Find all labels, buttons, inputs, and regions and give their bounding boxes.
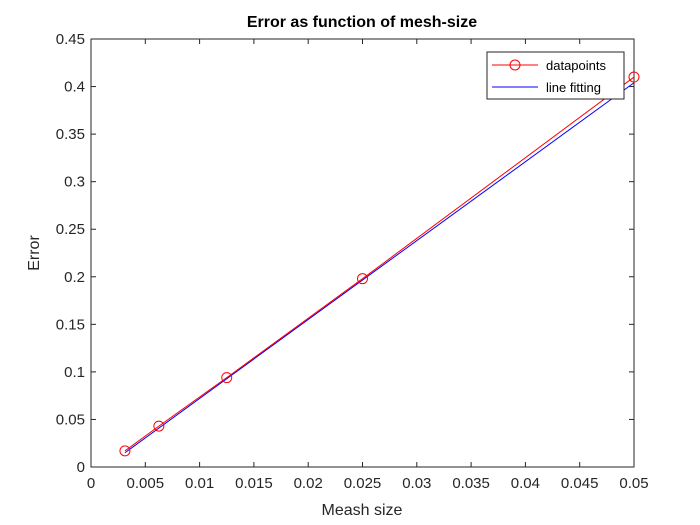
y-tick-label: 0 <box>77 459 85 476</box>
chart-title: Error as function of mesh-size <box>247 14 477 31</box>
y-tick-label: 0.3 <box>64 174 85 191</box>
x-tick-label: 0 <box>87 475 95 492</box>
legend-datapoints-label: datapoints <box>546 58 606 73</box>
x-tick-label: 0.015 <box>235 475 273 492</box>
data-point-marker <box>628 71 640 83</box>
legend-datapoints-marker <box>509 59 521 71</box>
x-tick-label: 0.05 <box>619 475 648 492</box>
x-tick-label: 0.025 <box>344 475 382 492</box>
x-tick-label: 0.01 <box>185 475 214 492</box>
y-tick-label: 0.05 <box>56 411 85 428</box>
x-axis-label: Meash size <box>322 502 403 519</box>
y-tick-label: 0.4 <box>64 79 85 96</box>
data-point-marker <box>357 273 368 285</box>
y-tick-label: 0.35 <box>56 126 85 143</box>
series-datapoints-line <box>124 76 635 452</box>
y-tick-label: 0.45 <box>56 31 85 48</box>
x-tick-label: 0.02 <box>294 475 323 492</box>
legend-line-fitting-label: line fitting <box>546 80 601 95</box>
x-tick-label: 0.04 <box>511 475 540 492</box>
y-axis-ticks: 0 0.05 0.1 0.15 0.2 0.25 0.3 0.35 0.4 0.45 <box>56 31 634 476</box>
x-tick-label: 0.03 <box>402 475 431 492</box>
legend-box <box>486 51 625 100</box>
y-tick-label: 0.25 <box>56 221 85 238</box>
x-tick-label: 0.005 <box>127 475 165 492</box>
x-tick-label: 0.045 <box>561 475 599 492</box>
legend: datapoints line fitting <box>486 51 625 100</box>
y-axis-label: Error <box>26 235 43 271</box>
series-line-fitting-line <box>124 82 635 454</box>
plot-area <box>90 38 635 468</box>
y-tick-label: 0.2 <box>64 269 85 286</box>
series-layer <box>119 71 640 457</box>
x-axis-ticks: 0 0.005 0.01 0.015 0.02 0.025 0.03 0.035 0.04 0.0… <box>87 39 649 492</box>
data-point-marker <box>153 420 165 432</box>
x-tick-label: 0.035 <box>452 475 490 492</box>
y-tick-label: 0.15 <box>56 316 85 333</box>
y-tick-label: 0.1 <box>64 364 85 381</box>
data-point-marker <box>119 445 131 457</box>
data-point-marker <box>221 372 233 384</box>
